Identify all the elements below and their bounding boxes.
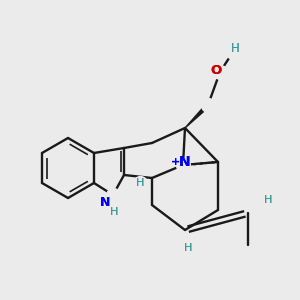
Text: H: H bbox=[110, 207, 118, 217]
Text: H: H bbox=[184, 243, 192, 253]
Text: H: H bbox=[264, 195, 272, 205]
Polygon shape bbox=[185, 103, 209, 128]
Text: H: H bbox=[231, 43, 239, 56]
Text: N: N bbox=[179, 155, 191, 169]
Text: H: H bbox=[136, 178, 144, 188]
Text: O: O bbox=[210, 64, 222, 77]
Text: N: N bbox=[179, 155, 191, 169]
Text: N: N bbox=[100, 196, 110, 209]
Text: H: H bbox=[264, 195, 272, 205]
Text: H: H bbox=[136, 178, 144, 188]
Text: O: O bbox=[210, 64, 222, 77]
Text: +: + bbox=[171, 157, 181, 167]
Text: H: H bbox=[184, 243, 192, 253]
Text: +: + bbox=[171, 157, 181, 167]
Text: H: H bbox=[231, 43, 239, 56]
Text: H: H bbox=[110, 207, 118, 217]
Text: N: N bbox=[100, 196, 110, 209]
